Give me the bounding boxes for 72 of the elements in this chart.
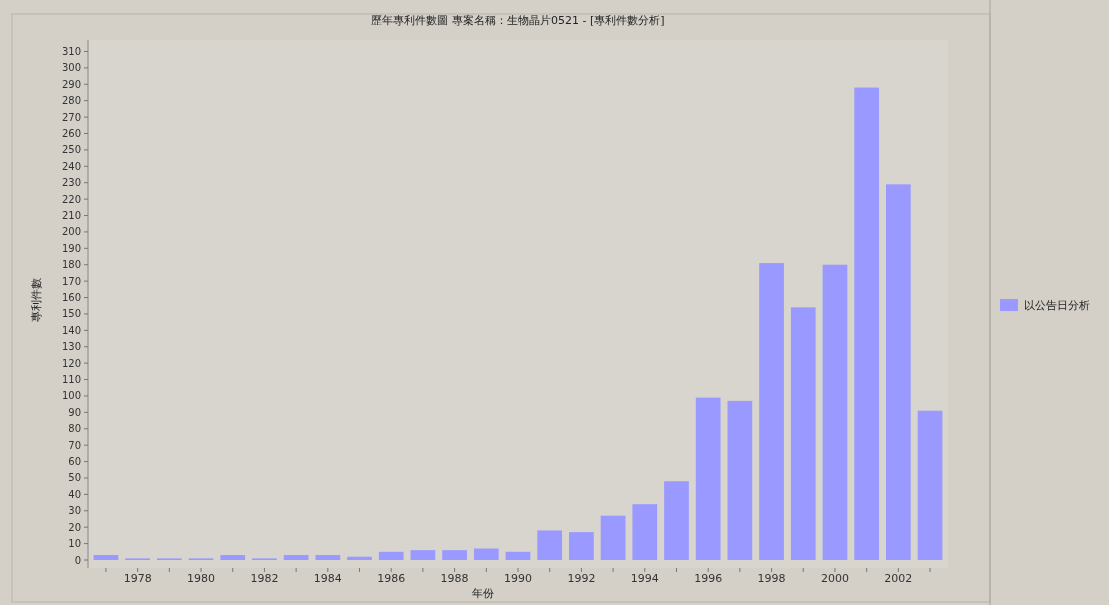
bar: [632, 504, 658, 560]
y-tick-label: 180: [61, 259, 81, 271]
x-tick-label: 1990: [504, 572, 532, 585]
bar: [886, 184, 911, 560]
chart-title: 歷年專利件數圖 專案名稱：生物晶片0521 - [專利件數分析]: [371, 14, 665, 27]
y-tick-label: 260: [61, 128, 81, 139]
y-tick-label: 190: [61, 242, 81, 254]
bar: [917, 410, 943, 560]
y-tick-label: 160: [61, 292, 81, 304]
x-tick-label: 1986: [377, 572, 406, 585]
bar: [854, 87, 880, 560]
y-tick-label: 50: [68, 472, 81, 484]
y-tick-label: 30: [68, 505, 81, 517]
y-tick-label: 250: [61, 144, 81, 156]
x-tick-label: 1992: [567, 572, 596, 585]
y-tick-label: 130: [61, 341, 81, 353]
bar: [315, 555, 341, 560]
x-axis-title: 年份: [472, 587, 494, 600]
y-tick-label: 280: [61, 95, 81, 107]
y-tick-label: 70: [68, 439, 81, 451]
bar: [664, 481, 689, 560]
bar: [727, 400, 753, 560]
y-tick-label: 170: [61, 275, 81, 287]
x-tick-label: 1978: [123, 572, 152, 585]
y-tick-label: 120: [61, 357, 81, 369]
bar: [347, 556, 372, 560]
y-tick-label: 290: [61, 78, 81, 90]
bar: [505, 551, 531, 560]
bar: [473, 548, 499, 560]
y-tick-label: 40: [68, 488, 81, 500]
y-tick-label: 300: [61, 62, 81, 74]
bar: [695, 397, 721, 560]
y-tick-label: 240: [61, 160, 81, 172]
y-tick-label: 220: [61, 193, 81, 205]
x-tick-label: 1982: [250, 572, 279, 585]
x-tick-label: 1996: [694, 572, 723, 585]
y-tick-label: 230: [61, 177, 81, 189]
x-tick-label: 1994: [630, 572, 659, 585]
bar: [410, 550, 436, 560]
y-tick-label: 60: [68, 456, 81, 468]
y-tick-label: 0: [74, 554, 81, 566]
y-axis-title: 專利件數: [30, 278, 43, 322]
bar: [220, 555, 246, 560]
y-tick-label: 20: [68, 521, 81, 533]
bar: [569, 532, 594, 560]
bar: [790, 307, 816, 560]
bar: [759, 263, 784, 560]
y-tick-label: 200: [61, 226, 81, 238]
x-tick-label: 1980: [187, 572, 216, 585]
bar: [537, 530, 563, 560]
x-tick-label: 1984: [313, 572, 342, 585]
bar: [378, 551, 404, 560]
bar: [822, 264, 848, 560]
y-tick-label: 270: [61, 111, 81, 123]
y-tick-label: 110: [61, 374, 81, 386]
y-tick-label: 150: [61, 308, 81, 320]
bar: [442, 550, 467, 560]
y-tick-label: 210: [61, 210, 81, 222]
y-tick-label: 100: [61, 390, 81, 402]
x-tick-label: 2002: [884, 572, 913, 585]
y-tick-label: 310: [61, 45, 81, 57]
x-tick-label: 1988: [440, 572, 469, 585]
y-tick-label: 90: [68, 406, 81, 418]
y-tick-label: 80: [68, 423, 81, 435]
bar: [93, 555, 119, 560]
x-tick-label: 2000: [820, 572, 849, 585]
x-tick-label: 1998: [757, 572, 786, 585]
bar: [283, 555, 309, 560]
y-tick-label: 10: [68, 538, 81, 550]
y-tick-label: 140: [61, 324, 81, 336]
bar: [600, 515, 626, 560]
legend-label: 以公告日分析: [1024, 298, 1090, 312]
